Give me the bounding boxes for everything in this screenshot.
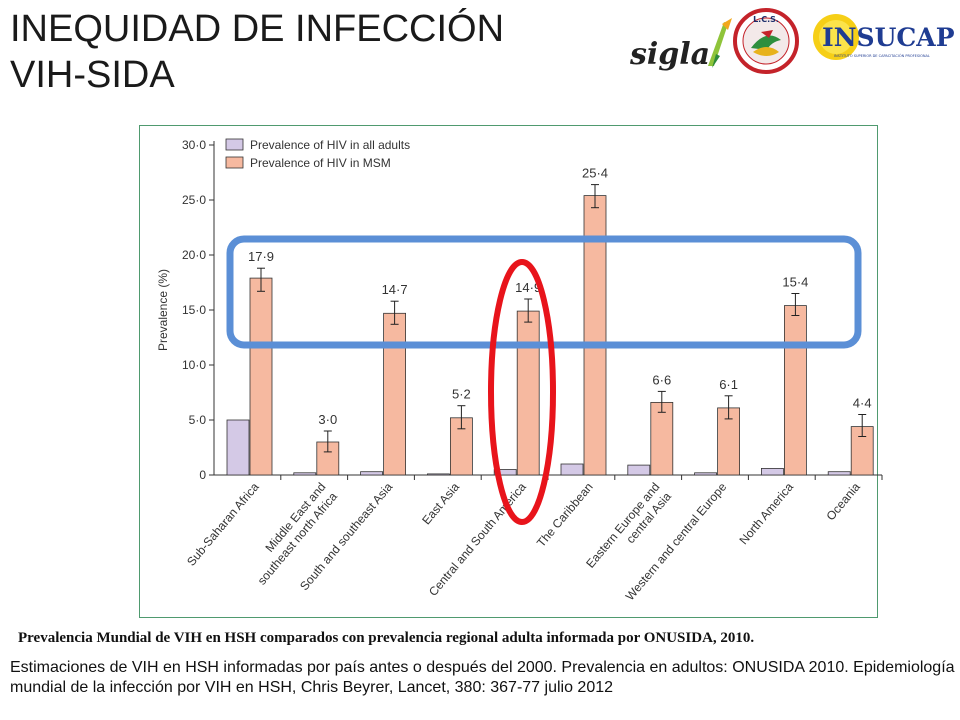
data-label: 17·9 <box>248 249 274 264</box>
lcs-logo: L.C.S. <box>733 8 799 74</box>
sigla-logo-text: sigla <box>629 37 710 72</box>
chart-caption-source: Estimaciones de VIH en HSH informadas po… <box>10 659 955 696</box>
x-tick-label: North America <box>737 480 797 547</box>
bar-all-adults <box>761 467 784 476</box>
legend-swatch <box>225 156 244 169</box>
bar-all-adults <box>694 472 717 476</box>
data-label: 3·0 <box>318 412 337 427</box>
y-tick-label: 15·0 <box>182 303 206 317</box>
data-label: 14·9 <box>515 280 541 295</box>
chart-frame <box>139 125 878 618</box>
bar-all-adults <box>293 472 317 476</box>
insucap-logo-text: INSUCAP <box>822 23 955 52</box>
y-axis-label: Prevalence (%) <box>156 269 170 351</box>
data-label: 6·6 <box>652 372 671 387</box>
bar-msm <box>516 310 540 476</box>
y-tick-label: 20·0 <box>182 248 206 262</box>
bar-all-adults <box>426 473 450 476</box>
lcs-logo-text: L.C.S. <box>753 15 779 24</box>
y-tick-label: 0 <box>199 468 206 482</box>
insucap-logo: INSUCAP INSTITUTO SUPERIOR DE CAPACITACI… <box>813 14 955 60</box>
x-tick-label: East Asia <box>419 480 462 528</box>
x-tick-label: Oceania <box>823 480 863 523</box>
slide-title: INEQUIDAD DE INFECCIÓN VIH-SIDA <box>10 6 504 98</box>
bar-msm <box>650 401 674 476</box>
data-label: 6·1 <box>719 377 738 392</box>
bar-all-adults <box>560 463 584 476</box>
insucap-logo-subtitle: INSTITUTO SUPERIOR DE CAPACITACIÓN PROFE… <box>834 53 930 58</box>
chart-caption-title: Prevalencia Mundial de VIH en HSH compar… <box>18 630 755 646</box>
highlight-rectangle <box>226 235 862 349</box>
bar-msm <box>784 305 807 476</box>
legend-swatch <box>225 138 244 151</box>
title-line-1: INEQUIDAD DE INFECCIÓN <box>10 8 505 50</box>
data-label: 4·4 <box>853 396 872 411</box>
y-tick-label: 10·0 <box>182 358 206 372</box>
data-label: 15·4 <box>782 275 808 290</box>
bar-all-adults <box>493 469 517 476</box>
sigla-logo: sigla <box>629 18 732 72</box>
legend-label: Prevalence of HIV in all adults <box>250 138 410 152</box>
x-tick-label: Sub-Saharan Africa <box>184 480 262 569</box>
bar-all-adults <box>226 419 250 476</box>
y-tick-label: 25·0 <box>182 193 206 207</box>
data-label: 25·4 <box>582 166 608 181</box>
data-label: 14·7 <box>382 282 408 297</box>
bar-all-adults <box>627 464 651 476</box>
legend-label: Prevalence of HIV in MSM <box>250 156 391 170</box>
bar-all-adults <box>360 471 384 476</box>
bar-all-adults <box>827 471 851 476</box>
bar-msm <box>383 312 407 476</box>
y-tick-label: 30·0 <box>182 138 206 152</box>
bar-msm <box>249 277 273 476</box>
y-tick-label: 5·0 <box>189 413 207 427</box>
data-label: 5·2 <box>452 387 471 402</box>
highlight-ellipse <box>488 259 556 525</box>
title-line-2: VIH-SIDA <box>10 54 175 96</box>
